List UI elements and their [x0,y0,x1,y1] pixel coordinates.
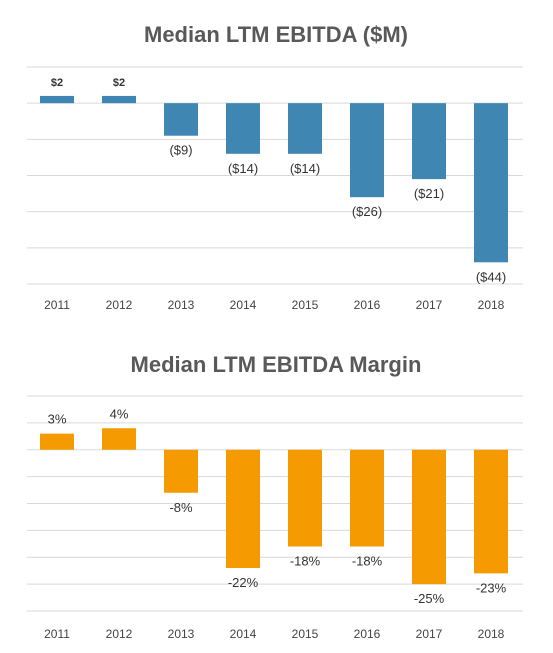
x-tick-label: 2016 [354,627,381,641]
x-tick-label: 2016 [354,298,381,312]
data-label: ($9) [169,143,192,158]
bar-2012 [102,428,136,450]
bar-2013 [164,103,198,136]
data-label: ($44) [476,269,506,284]
bar-2016 [350,103,384,198]
ebitda-margin-chart: Median LTM EBITDA Margin 3% 2011 4% 2012 -8% 2… [27,352,523,641]
bar-2015 [288,103,322,154]
x-tick-label: 2012 [106,298,133,312]
x-tick-label: 2011 [44,627,70,641]
chart-title: Median LTM EBITDA ($M) [144,22,408,47]
ebitda-chart: Median LTM EBITDA ($M) $2 2011 $2 2012 ($9) 20… [27,22,523,312]
x-tick-label: 2014 [230,298,257,312]
data-label: -8% [169,500,193,515]
data-label: ($21) [414,186,444,201]
data-label: -22% [228,575,259,590]
x-tick-label: 2018 [478,627,505,641]
x-tick-label: 2017 [416,627,443,641]
data-label: ($14) [290,161,320,176]
x-tick-label: 2011 [44,298,70,312]
data-label: $2 [51,77,63,89]
x-tick-label: 2015 [292,627,319,641]
chart-title: Median LTM EBITDA Margin [131,352,422,377]
bar-2012 [102,95,136,104]
data-label: -25% [414,591,445,606]
bar-2014 [226,103,260,154]
data-label: 3% [48,412,67,427]
x-tick-label: 2013 [168,298,195,312]
bar-2011 [40,433,74,450]
bar-2018 [474,449,508,574]
data-label: $2 [113,77,125,89]
data-label: 4% [110,406,129,421]
bar-2013 [164,449,198,493]
data-label: -18% [290,554,321,569]
bar-2015 [288,449,322,547]
x-tick-label: 2015 [292,298,319,312]
bar-2016 [350,449,384,547]
x-tick-label: 2017 [416,298,443,312]
x-tick-label: 2012 [106,627,133,641]
bar-2017 [412,449,446,585]
x-tick-label: 2014 [230,627,257,641]
bar-2018 [474,103,508,263]
bar-2014 [226,449,260,568]
data-label: -23% [476,580,507,595]
x-tick-label: 2018 [478,298,505,312]
data-label: ($14) [228,161,258,176]
data-label: ($26) [352,204,382,219]
bar-2017 [412,103,446,180]
bar-2011 [40,95,74,104]
x-tick-label: 2013 [168,627,195,641]
data-label: -18% [352,554,383,569]
